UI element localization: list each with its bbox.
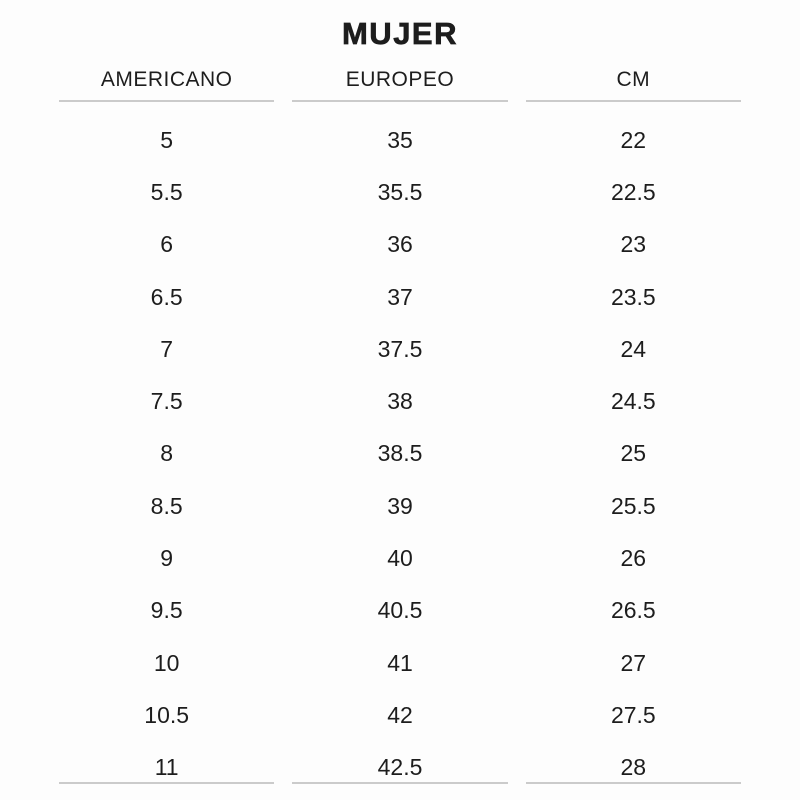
table-cell: 5 (160, 126, 174, 153)
table-cell: 37 (387, 283, 413, 310)
table-cell: 24 (620, 335, 647, 362)
table-cell: 28 (620, 754, 647, 781)
table-header-row: AMERICANO EUROPEO CM (59, 58, 741, 102)
table-cell: 25.5 (610, 492, 656, 519)
table-cell: 23.5 (610, 283, 656, 310)
table-body: 5 35 22 5.5 35.5 22.5 6 36 23 6.5 37 23.… (59, 102, 741, 794)
table-row: 8 38.5 25 (59, 428, 741, 480)
table-cell: 26.5 (610, 597, 656, 624)
table-cell: 35.5 (377, 178, 423, 205)
table-cell: 25 (620, 440, 647, 467)
table-cell: 7 (160, 335, 174, 362)
table-cell: 10 (153, 649, 180, 676)
table-row: 5 35 22 (59, 114, 741, 166)
table-cell: 5.5 (150, 178, 183, 205)
table-cell: 11 (154, 754, 179, 781)
table-cell: 35 (387, 126, 413, 153)
table-cell: 24.5 (610, 388, 656, 415)
table-row: 7.5 38 24.5 (59, 375, 741, 427)
table-row: 7 37.5 24 (59, 323, 741, 375)
table-cell: 40 (387, 545, 413, 572)
table-cell: 22 (620, 126, 647, 153)
table-cell: 9 (160, 545, 174, 572)
table-cell: 42.5 (377, 754, 423, 781)
table-cell: 38.5 (377, 440, 423, 467)
page-title: MUJER (341, 16, 458, 52)
table-cell: 36 (387, 231, 413, 258)
size-table: AMERICANO EUROPEO CM 5 35 22 5.5 35.5 22… (59, 58, 741, 784)
table-cell: 23 (620, 231, 647, 258)
table-cell: 37.5 (377, 335, 423, 362)
table-row: 11 42.5 28 (59, 742, 741, 794)
bottom-rule-segment (525, 781, 741, 784)
table-cell: 6.5 (150, 283, 183, 310)
column-header-cm: CM (525, 58, 741, 102)
table-row: 10 41 27 (59, 637, 741, 689)
table-row: 9.5 40.5 26.5 (59, 585, 741, 637)
bottom-rule-segment (59, 781, 275, 784)
table-cell: 42 (387, 701, 413, 728)
table-row: 10.5 42 27.5 (59, 689, 741, 741)
table-cell: 6 (160, 231, 174, 258)
table-bottom-rule (59, 781, 741, 784)
table-cell: 8 (160, 440, 174, 467)
table-cell: 40.5 (377, 597, 423, 624)
table-cell: 26 (620, 545, 647, 572)
table-row: 6 36 23 (59, 219, 741, 271)
table-cell: 27 (620, 649, 647, 676)
column-header-europeo: EUROPEO (292, 58, 508, 102)
table-cell: 38 (387, 388, 413, 415)
table-cell: 41 (387, 649, 413, 676)
table-cell: 10.5 (144, 701, 190, 728)
table-cell: 9.5 (150, 597, 183, 624)
column-header-americano: AMERICANO (59, 58, 275, 102)
table-row: 9 40 26 (59, 532, 741, 584)
table-cell: 39 (387, 492, 413, 519)
table-row: 6.5 37 23.5 (59, 271, 741, 323)
table-cell: 27.5 (610, 701, 656, 728)
table-row: 5.5 35.5 22.5 (59, 166, 741, 218)
table-cell: 7.5 (150, 388, 183, 415)
table-row: 8.5 39 25.5 (59, 480, 741, 532)
table-cell: 22.5 (610, 178, 656, 205)
table-cell: 8.5 (150, 492, 183, 519)
bottom-rule-segment (292, 781, 508, 784)
